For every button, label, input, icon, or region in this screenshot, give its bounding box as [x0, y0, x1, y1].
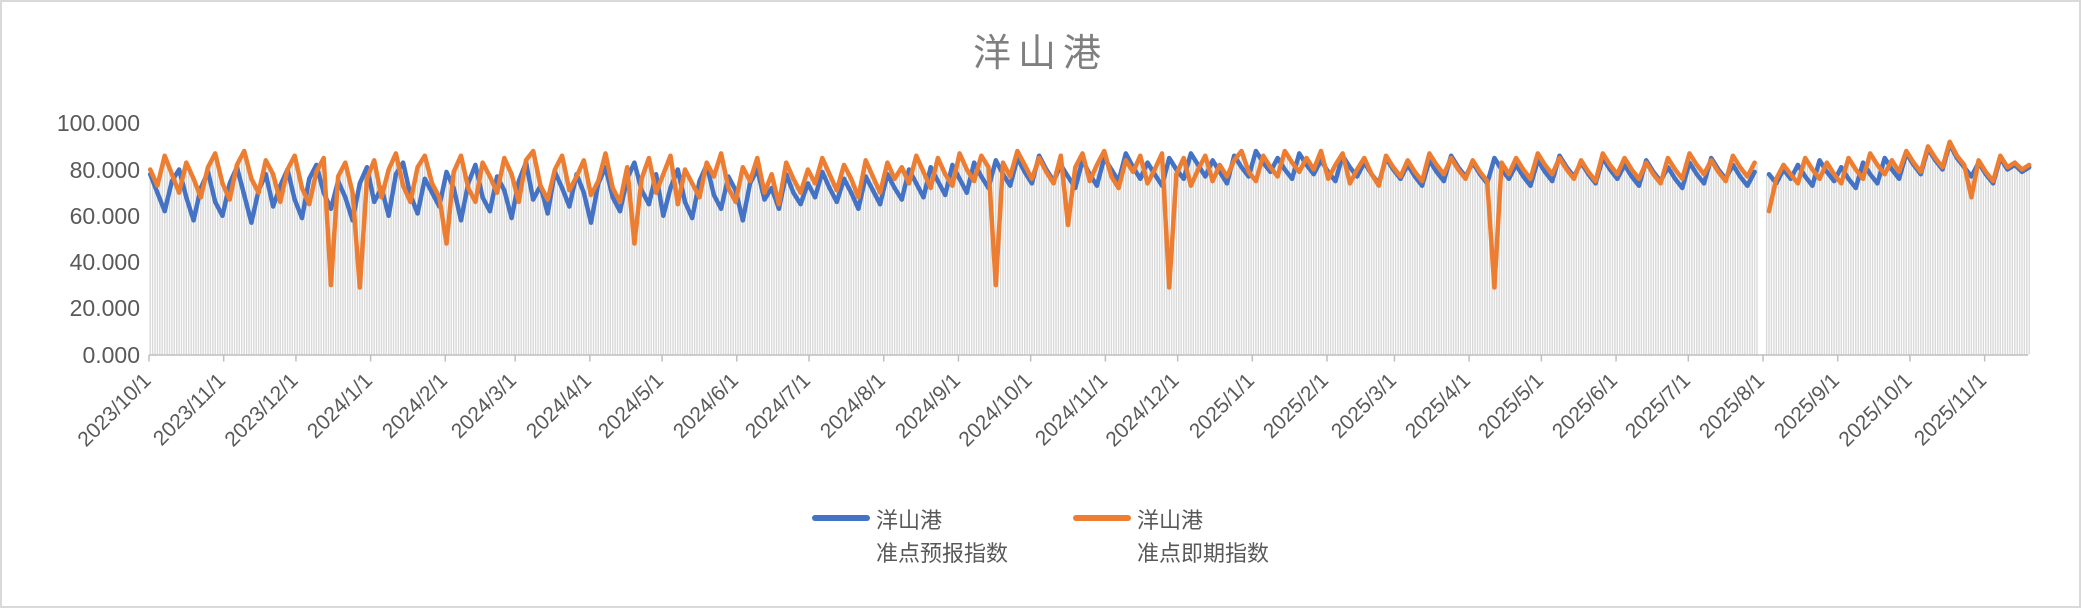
legend-line-swatch-spot — [1073, 515, 1131, 521]
legend-label-spot-line2: 准点即期指数 — [1137, 541, 1270, 566]
legend-label-forecast: 洋山港 准点预报指数 — [876, 504, 1008, 570]
y-tick-label: 0.000 — [82, 341, 140, 368]
y-tick-label: 100.000 — [56, 110, 140, 137]
y-tick-label: 20.000 — [69, 295, 140, 322]
legend-item-spot[interactable]: 洋山港 准点即期指数 — [1073, 504, 1269, 570]
y-tick-label: 60.000 — [69, 202, 140, 229]
legend-label-forecast-line2: 准点预报指数 — [875, 541, 1008, 566]
series-line-spot[interactable] — [147, 139, 2032, 290]
legend: 洋山港 准点预报指数 洋山港 准点即期指数 — [2, 504, 2079, 570]
legend-label-spot: 洋山港 准点即期指数 — [1137, 504, 1269, 570]
legend-line-swatch-forecast — [811, 515, 870, 521]
x-axis-ticks — [148, 355, 1986, 362]
legend-item-forecast[interactable]: 洋山港 准点预报指数 — [811, 504, 1008, 570]
y-tick-label: 40.000 — [69, 249, 140, 276]
droplines — [149, 141, 2030, 355]
y-tick-label: 80.000 — [69, 156, 140, 183]
chart-title: 洋山港 — [972, 33, 1108, 75]
legend-label-spot-line1: 洋山港 — [1137, 508, 1204, 533]
legend-label-forecast-line1: 洋山港 — [875, 508, 942, 533]
